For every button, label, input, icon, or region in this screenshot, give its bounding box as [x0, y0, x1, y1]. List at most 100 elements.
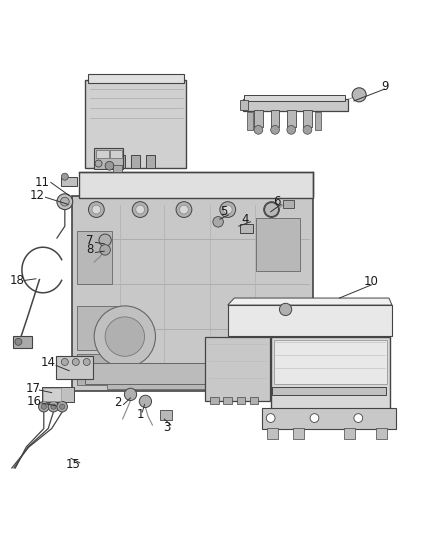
- Bar: [250, 397, 258, 403]
- Circle shape: [15, 338, 22, 345]
- Circle shape: [310, 414, 319, 423]
- Circle shape: [51, 404, 56, 409]
- Bar: [100, 155, 110, 168]
- Bar: [256, 219, 300, 271]
- Circle shape: [132, 201, 148, 217]
- Circle shape: [61, 173, 68, 180]
- Bar: [96, 150, 109, 158]
- Bar: [107, 363, 283, 389]
- Text: 11: 11: [35, 176, 49, 189]
- Bar: [240, 223, 253, 233]
- Circle shape: [223, 205, 232, 214]
- Circle shape: [266, 414, 275, 423]
- Bar: [376, 427, 387, 439]
- Bar: [293, 427, 304, 439]
- Bar: [287, 110, 296, 127]
- Text: 18: 18: [9, 274, 24, 287]
- Text: 12: 12: [30, 189, 45, 202]
- Text: 8: 8: [86, 244, 93, 256]
- Circle shape: [72, 359, 79, 366]
- Bar: [272, 387, 386, 395]
- Circle shape: [354, 414, 363, 423]
- Circle shape: [100, 245, 110, 255]
- Bar: [254, 110, 263, 127]
- Text: 16: 16: [27, 395, 42, 408]
- Circle shape: [83, 359, 90, 366]
- Circle shape: [94, 306, 155, 367]
- Text: 17: 17: [25, 382, 40, 395]
- Text: 5: 5: [220, 205, 227, 218]
- Bar: [43, 388, 61, 400]
- Bar: [271, 336, 390, 409]
- Bar: [237, 397, 245, 403]
- Bar: [115, 155, 125, 168]
- Bar: [303, 110, 312, 127]
- Circle shape: [139, 395, 152, 408]
- Bar: [315, 112, 321, 130]
- Bar: [244, 95, 345, 101]
- Text: 4: 4: [241, 213, 249, 225]
- Polygon shape: [228, 305, 392, 336]
- Circle shape: [88, 201, 104, 217]
- Circle shape: [124, 388, 137, 400]
- Circle shape: [48, 401, 59, 412]
- Bar: [79, 172, 313, 198]
- Bar: [77, 231, 112, 284]
- Bar: [247, 112, 253, 130]
- Circle shape: [264, 201, 279, 217]
- Bar: [283, 200, 294, 208]
- Bar: [56, 356, 93, 379]
- Circle shape: [61, 359, 68, 366]
- Bar: [271, 110, 279, 127]
- Bar: [210, 397, 219, 403]
- Circle shape: [267, 205, 276, 214]
- Text: 14: 14: [41, 357, 56, 369]
- Text: 6: 6: [273, 195, 281, 208]
- Circle shape: [271, 125, 279, 134]
- Circle shape: [95, 160, 102, 167]
- Text: 9: 9: [381, 79, 389, 93]
- Bar: [77, 354, 116, 385]
- Bar: [131, 155, 140, 168]
- Circle shape: [180, 205, 188, 214]
- Bar: [240, 100, 248, 110]
- Circle shape: [287, 125, 296, 134]
- Bar: [88, 74, 184, 84]
- Text: 1: 1: [136, 408, 144, 421]
- Circle shape: [39, 401, 49, 412]
- Circle shape: [279, 303, 292, 316]
- Bar: [223, 397, 232, 403]
- Circle shape: [265, 203, 279, 216]
- Circle shape: [254, 125, 263, 134]
- Bar: [113, 165, 122, 172]
- Bar: [344, 427, 355, 439]
- Bar: [61, 177, 77, 187]
- Bar: [146, 155, 155, 168]
- Circle shape: [92, 205, 101, 214]
- Bar: [110, 150, 122, 158]
- Text: 2: 2: [114, 396, 122, 409]
- Circle shape: [213, 216, 223, 227]
- Bar: [94, 148, 123, 169]
- Text: 7: 7: [86, 233, 94, 247]
- Bar: [262, 408, 396, 429]
- Circle shape: [60, 404, 65, 409]
- Text: 10: 10: [364, 276, 379, 288]
- Circle shape: [41, 404, 46, 409]
- Bar: [42, 387, 74, 402]
- Circle shape: [105, 161, 114, 170]
- Circle shape: [60, 197, 69, 206]
- Bar: [77, 306, 120, 350]
- Circle shape: [105, 317, 145, 356]
- Polygon shape: [228, 298, 392, 305]
- Bar: [267, 427, 278, 439]
- Circle shape: [352, 88, 366, 102]
- Bar: [205, 336, 270, 401]
- Bar: [160, 410, 172, 420]
- Bar: [85, 363, 300, 384]
- Circle shape: [136, 205, 145, 214]
- Text: 3: 3: [163, 421, 170, 434]
- Text: 15: 15: [66, 458, 81, 471]
- Bar: [243, 99, 348, 111]
- Bar: [274, 340, 387, 384]
